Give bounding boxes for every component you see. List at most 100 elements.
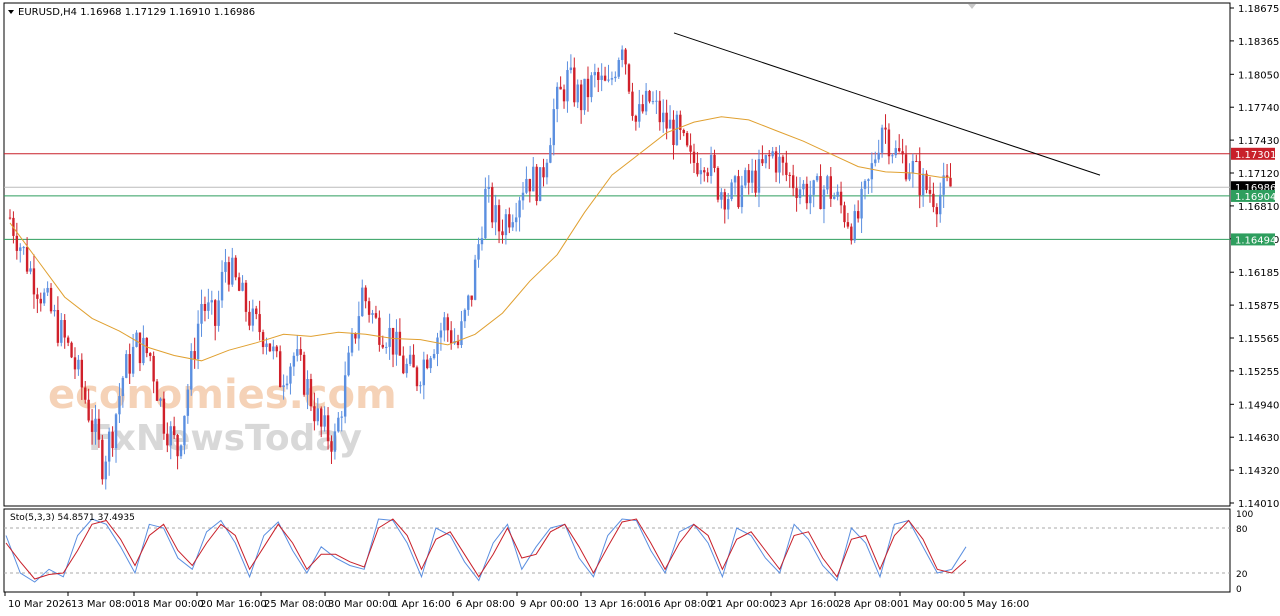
candle-body bbox=[641, 104, 644, 112]
candle-body bbox=[696, 162, 699, 175]
candle-body bbox=[740, 185, 744, 208]
candle-body bbox=[508, 214, 511, 228]
candle-body bbox=[408, 354, 412, 364]
candle-body bbox=[60, 320, 63, 343]
candle-body bbox=[285, 383, 289, 386]
moving-average-line bbox=[9, 116, 951, 362]
candle-body bbox=[278, 351, 282, 388]
time-tick-label: 30 Mar 00:00 bbox=[328, 599, 395, 610]
candle-body bbox=[343, 375, 347, 417]
price-panel bbox=[3, 2, 1231, 507]
price-tick-label: 1.18675 bbox=[1238, 4, 1279, 15]
candle-body bbox=[49, 287, 53, 312]
candle-body bbox=[186, 389, 190, 416]
candle-body bbox=[603, 75, 607, 81]
candle-body bbox=[432, 353, 436, 359]
scroll-marker-icon[interactable] bbox=[968, 4, 976, 9]
candle-body bbox=[894, 148, 897, 156]
candle-body bbox=[870, 163, 874, 180]
candle-body bbox=[248, 311, 251, 326]
candle-body bbox=[477, 244, 480, 260]
candle-body bbox=[542, 167, 545, 178]
candle-body bbox=[856, 211, 860, 219]
candle-body bbox=[904, 154, 908, 180]
candle-body bbox=[138, 332, 142, 364]
candle-body bbox=[730, 182, 733, 200]
price-axis: 1.18675 1.18365 1.18050 1.17740 1.17430 1.171… bbox=[1230, 4, 1279, 510]
candle-body bbox=[196, 323, 200, 359]
candle-body bbox=[850, 226, 853, 241]
candle-body bbox=[798, 189, 802, 198]
level-label-box bbox=[1231, 189, 1275, 202]
candle-body bbox=[463, 309, 467, 322]
horizontal-levels bbox=[4, 153, 1230, 240]
candles bbox=[8, 45, 952, 490]
candle-body bbox=[104, 461, 107, 480]
candle-body bbox=[829, 176, 832, 199]
chart-menu-triangle-icon[interactable] bbox=[8, 10, 14, 14]
candle-body bbox=[638, 104, 641, 122]
candle-body bbox=[70, 342, 73, 358]
candle-body bbox=[771, 151, 774, 157]
candle-body bbox=[90, 420, 94, 432]
candle-body bbox=[313, 406, 316, 422]
candle-body bbox=[552, 109, 555, 146]
candle-body bbox=[214, 300, 217, 326]
time-tick-label: 23 Apr 16:00 bbox=[774, 599, 839, 610]
level-label: 1.16494 bbox=[1235, 235, 1276, 246]
candle-body bbox=[911, 161, 915, 174]
candle-body bbox=[32, 268, 36, 295]
candle-body bbox=[843, 205, 846, 223]
time-tick-label: 5 May 16:00 bbox=[967, 599, 1029, 610]
candle-body bbox=[891, 155, 894, 157]
candle-body bbox=[614, 76, 617, 79]
candle-body bbox=[750, 170, 754, 183]
candle-body bbox=[121, 377, 125, 397]
candle-body bbox=[19, 247, 22, 251]
candle-body bbox=[579, 84, 583, 111]
candle-body bbox=[145, 337, 148, 354]
candle-body bbox=[227, 262, 231, 285]
candle-body bbox=[94, 418, 97, 432]
candle-body bbox=[805, 183, 809, 204]
candle-body bbox=[768, 155, 771, 157]
stochastic-lines bbox=[4, 518, 1230, 583]
candle-body bbox=[764, 155, 768, 164]
candle-body bbox=[118, 396, 121, 415]
time-tick-label: 25 Mar 08:00 bbox=[264, 599, 331, 610]
time-tick-label: 28 Apr 08:00 bbox=[838, 599, 903, 610]
candle-body bbox=[354, 333, 357, 339]
candle-body bbox=[320, 408, 323, 427]
candle-body bbox=[597, 72, 600, 80]
watermark-fxnewstoday: FxNewsToday bbox=[88, 418, 362, 459]
stochastic-tick-label: 80 bbox=[1236, 525, 1248, 535]
candle-body bbox=[723, 192, 726, 210]
candle-body bbox=[179, 445, 183, 457]
candle-body bbox=[200, 303, 203, 324]
candle-body bbox=[299, 349, 302, 355]
candle-body bbox=[53, 310, 56, 312]
candle-body bbox=[627, 64, 631, 92]
candle-body bbox=[43, 292, 46, 304]
candle-body bbox=[880, 127, 884, 153]
candle-body bbox=[381, 344, 384, 348]
candle-body bbox=[593, 72, 597, 76]
candle-body bbox=[149, 353, 152, 356]
candle-body bbox=[66, 337, 70, 343]
candle-body bbox=[525, 178, 528, 193]
candle-body bbox=[607, 79, 610, 81]
candle-body bbox=[545, 162, 549, 178]
candle-body bbox=[169, 426, 172, 446]
candle-body bbox=[166, 433, 169, 446]
candle-body bbox=[162, 398, 166, 434]
candle-body bbox=[788, 174, 791, 176]
candle-body bbox=[590, 75, 593, 98]
candle-body bbox=[898, 148, 901, 152]
candle-body bbox=[73, 357, 77, 370]
trendline[interactable] bbox=[673, 32, 1101, 176]
candle-body bbox=[244, 282, 248, 312]
candle-body bbox=[361, 287, 364, 317]
candle-body bbox=[497, 205, 501, 232]
price-tick-label: 1.14010 bbox=[1238, 499, 1279, 510]
